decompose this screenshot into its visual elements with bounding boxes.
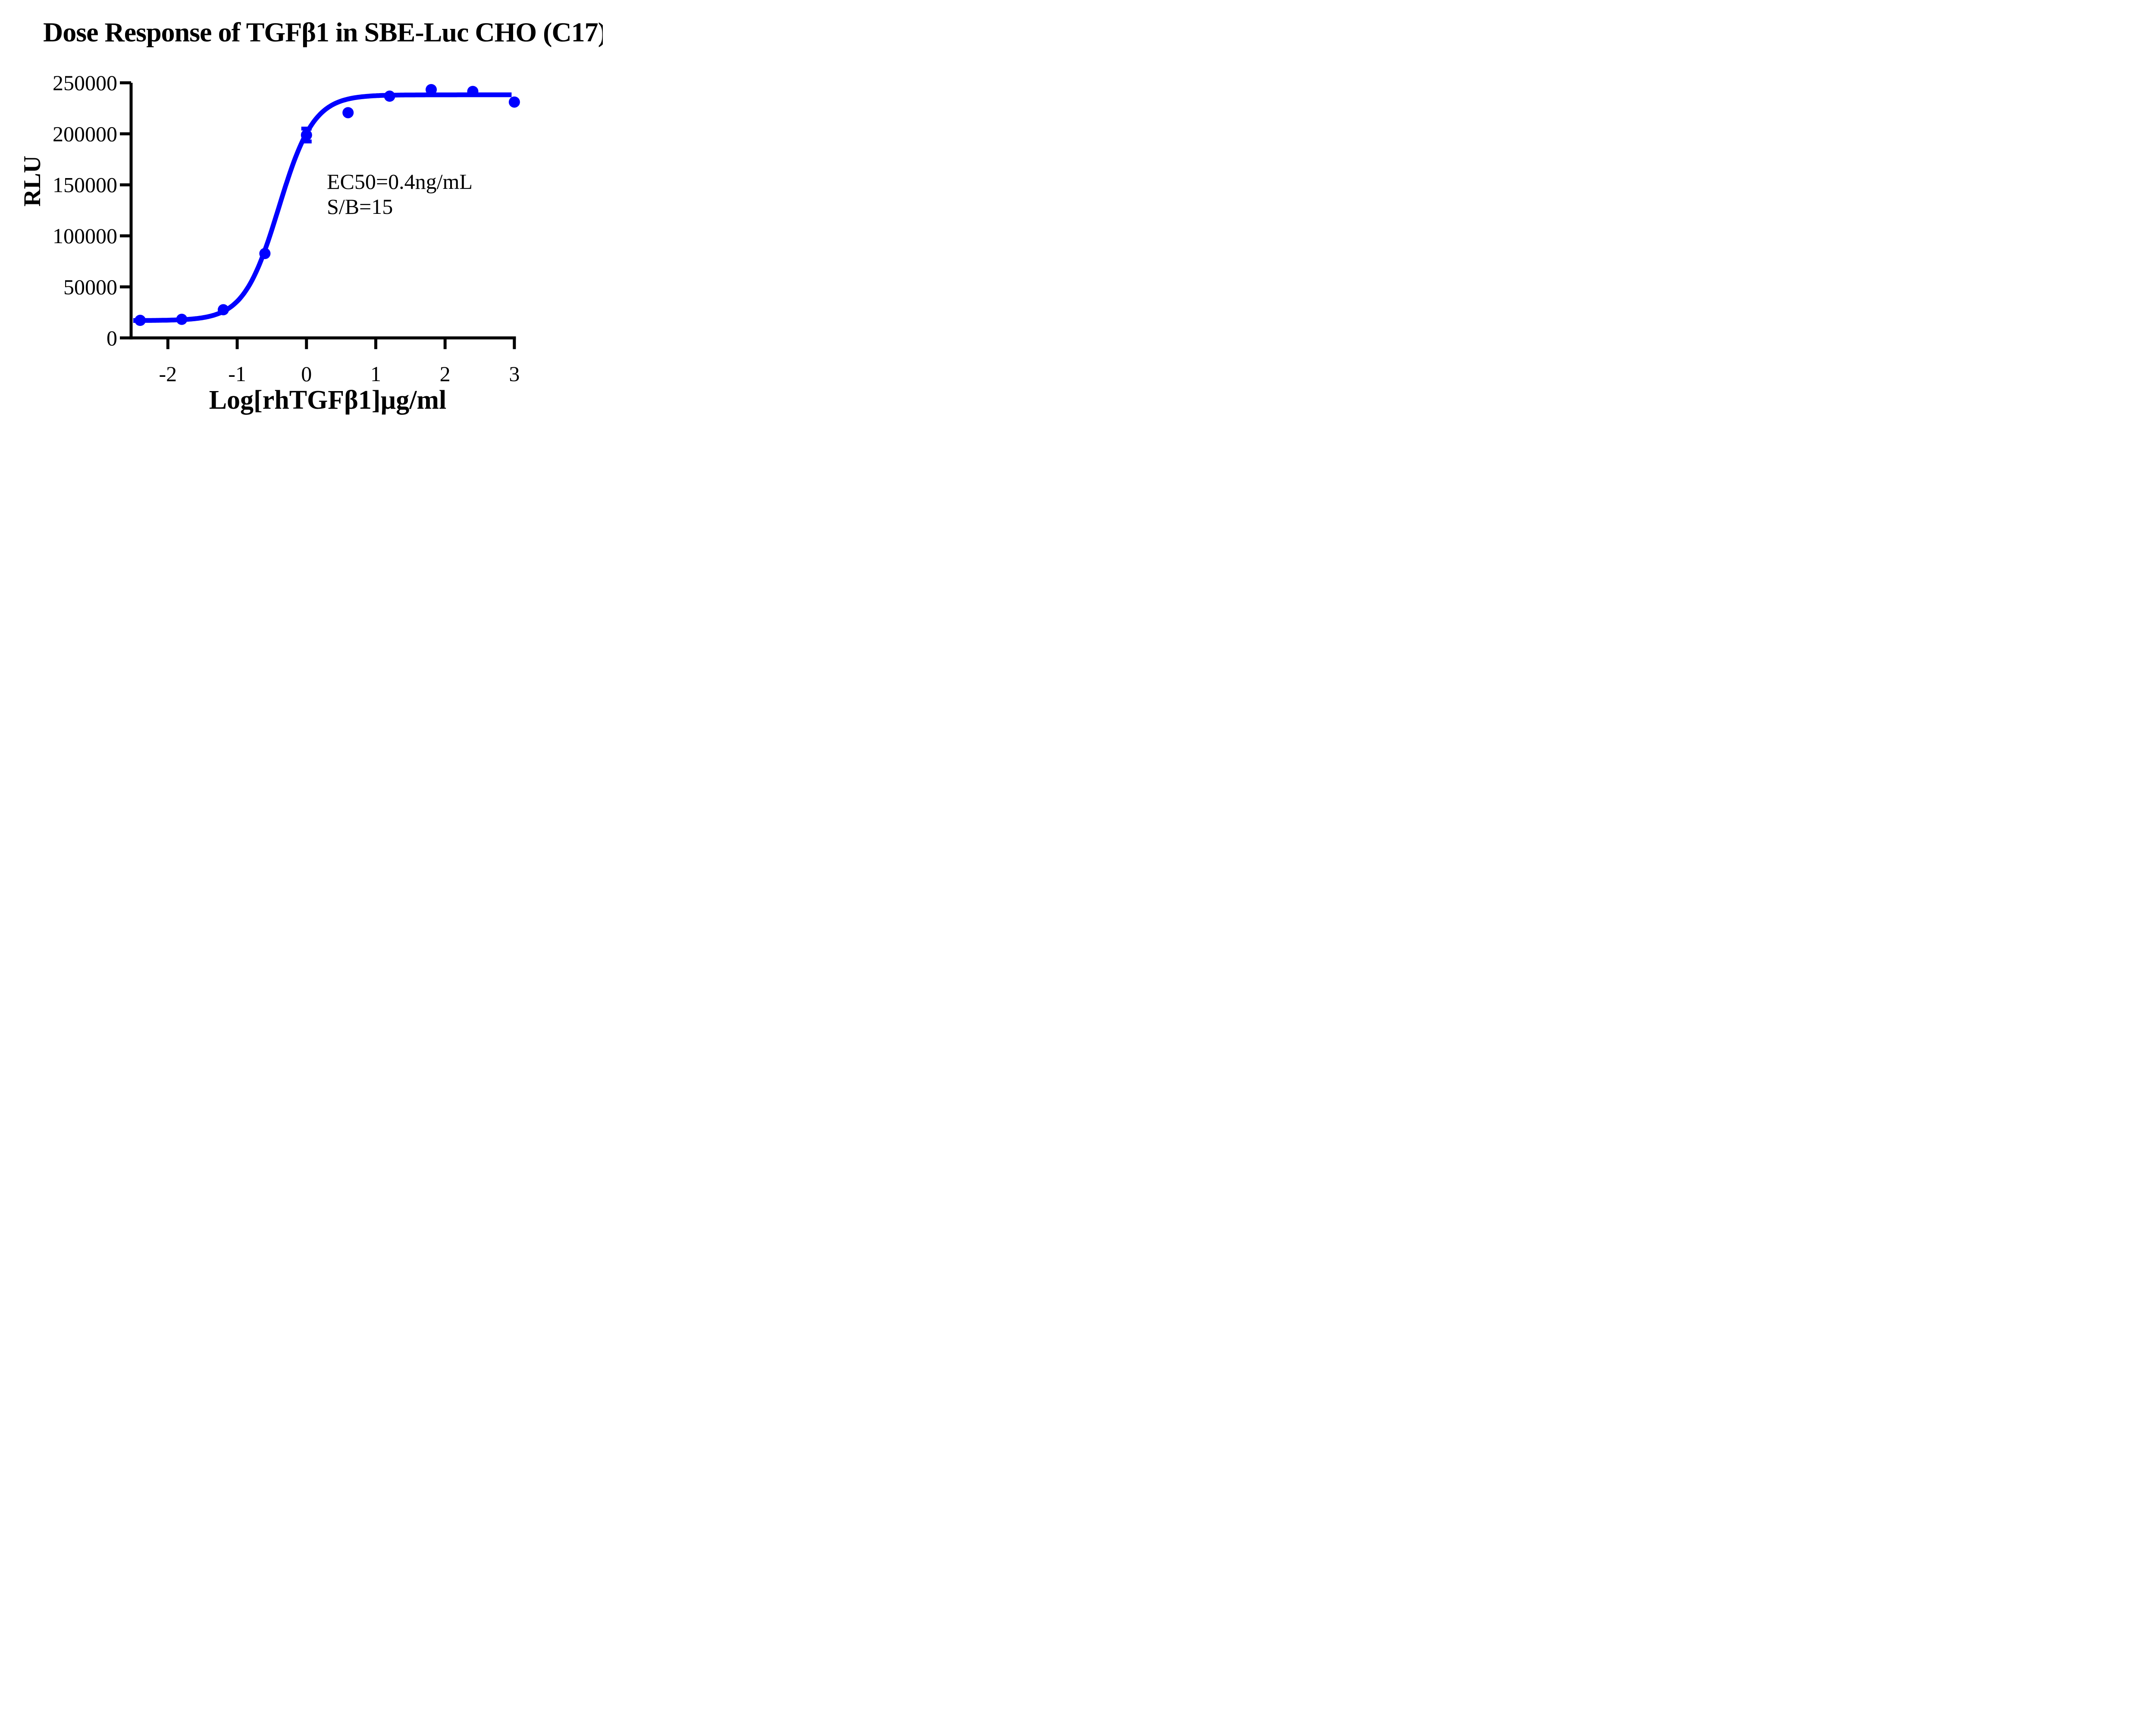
x-tick-label: 3 — [509, 362, 520, 386]
annotation-signal-to-background: S/B=15 — [327, 194, 393, 219]
fit-curve — [133, 92, 512, 323]
x-tick-label: 1 — [370, 362, 381, 386]
y-tick-label: 0 — [107, 326, 117, 350]
data-point — [217, 304, 229, 316]
x-axis-title: Log[rhTGFβ1]µg/ml — [209, 385, 447, 415]
y-tick-label: 200000 — [53, 122, 117, 146]
data-point — [176, 313, 188, 325]
x-tick-label: -1 — [228, 362, 246, 386]
annotation-ec50: EC50=0.4ng/mL — [327, 169, 473, 194]
y-tick-label: 150000 — [53, 173, 117, 197]
chart-figure: Dose Response of TGFβ1 in SBE-Luc CHO (C… — [0, 0, 603, 430]
plot-area: 0 50000 100000 150000 200000 250000 -2 -1 0 1 2 3 — [53, 71, 520, 386]
data-point — [384, 91, 395, 102]
data-point — [135, 315, 146, 326]
data-point — [467, 86, 479, 97]
x-tick-label: -2 — [159, 362, 177, 386]
y-tick-label: 100000 — [53, 224, 117, 248]
y-tick-label: 50000 — [63, 275, 117, 299]
data-point — [508, 96, 520, 108]
data-point — [426, 84, 437, 95]
data-point — [342, 107, 354, 119]
x-tick-label: 2 — [440, 362, 451, 386]
chart-title: Dose Response of TGFβ1 in SBE-Luc CHO (C… — [43, 17, 603, 47]
data-point — [301, 129, 312, 141]
annotation-block: EC50=0.4ng/mL S/B=15 — [327, 169, 473, 219]
y-tick-label: 250000 — [53, 71, 117, 95]
data-point — [259, 247, 271, 259]
x-tick-label: 0 — [301, 362, 312, 386]
